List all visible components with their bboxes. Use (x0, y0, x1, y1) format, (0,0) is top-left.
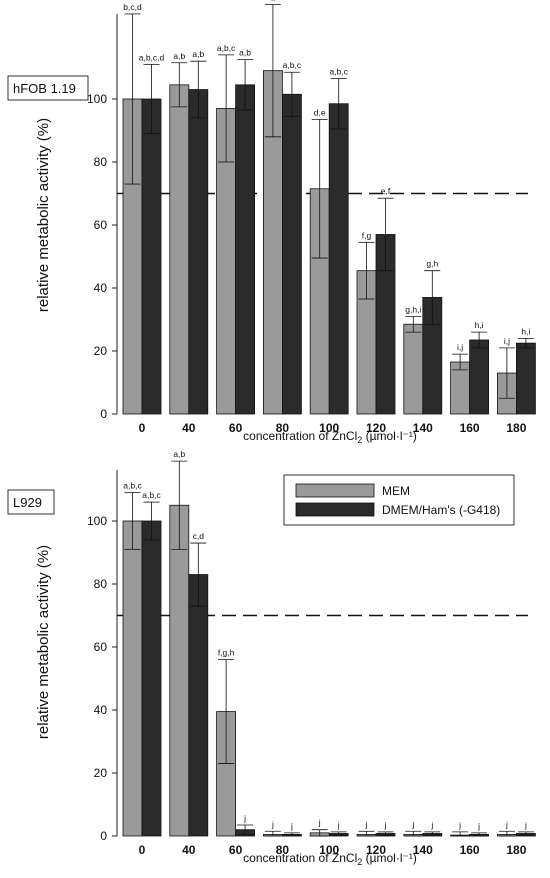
y-tick-label: 0 (100, 407, 107, 421)
bar-dmem-100 (328, 103, 349, 415)
significance-label: e,f (381, 186, 391, 196)
significance-label: j (271, 819, 274, 829)
y-axis-label: relative metabolic activity (%) (35, 545, 52, 739)
panel-label-box (7, 75, 89, 101)
significance-label: j (477, 821, 480, 831)
significance-label: a,b,c (123, 481, 142, 491)
panel-label: L929 (13, 495, 42, 510)
y-tick-label: 100 (87, 92, 107, 106)
y-tick-label: 80 (94, 155, 108, 169)
chart-panel-1: hFOB 1.19 0 20 40 60 80 100 relative metabolic … (7, 0, 536, 445)
x-tick-label: 60 (229, 843, 243, 857)
y-tick-label: 80 (94, 577, 108, 591)
x-axis-label: concentration of ZnCl2 (µmol·l⁻¹) (243, 429, 417, 445)
significance-label: a,b (173, 51, 185, 61)
significance-label: b,c,d (123, 2, 142, 12)
chart-panel-2: L929 0 20 40 60 80 100 relative metabolic activ… (7, 449, 536, 867)
significance-label: a,b (239, 48, 251, 58)
significance-label: h,i (475, 320, 484, 330)
x-tick-label: 100 (319, 843, 339, 857)
y-tick-label: 20 (94, 766, 108, 780)
x-tick-label: 180 (506, 843, 526, 857)
x-tick-label: 40 (182, 843, 196, 857)
x-tick-label: 160 (460, 843, 480, 857)
significance-label: g,h (426, 259, 438, 269)
significance-label: j (458, 820, 461, 830)
x-tick-label: 40 (182, 421, 196, 435)
significance-label: a (271, 0, 276, 3)
bar-dmem-0 (141, 520, 162, 837)
x-tick-label: 80 (276, 843, 290, 857)
significance-label: j (290, 821, 293, 831)
significance-label: d,e (314, 107, 326, 117)
significance-label: a,b,c (217, 43, 236, 53)
panel-label: hFOB 1.19 (13, 81, 76, 96)
x-tick-label: 140 (413, 843, 433, 857)
significance-label: j (318, 818, 321, 828)
y-tick-label: 20 (94, 344, 108, 358)
bar-dmem-160 (469, 339, 490, 415)
x-tick-label: 120 (366, 843, 386, 857)
x-tick-label: 60 (229, 421, 243, 435)
y-tick-label: 40 (94, 281, 108, 295)
y-tick-label: 0 (100, 829, 107, 843)
significance-label: a,b,c,d (139, 52, 165, 62)
significance-label: j (365, 819, 368, 829)
significance-label: c,d (193, 531, 205, 541)
significance-label: j (505, 819, 508, 829)
significance-label: a,b (173, 449, 185, 459)
x-tick-label: 0 (139, 843, 146, 857)
significance-label: i,j (457, 342, 463, 352)
x-tick-label: 160 (460, 421, 480, 435)
panel-label-box (7, 489, 55, 515)
y-tick-label: 40 (94, 703, 108, 717)
bar-dmem-40 (188, 574, 209, 837)
x-tick-label: 0 (139, 421, 146, 435)
bar-mem-40 (169, 504, 190, 837)
significance-label: h,i (521, 326, 530, 336)
y-tick-label: 60 (94, 640, 108, 654)
bar-dmem-80 (281, 93, 302, 415)
significance-label: j (243, 813, 246, 823)
bar-mem-140 (403, 323, 424, 415)
bar-dmem-0 (141, 98, 162, 415)
legend-entry: DMEM/Ham's (-G418) (382, 503, 500, 517)
significance-label: j (430, 820, 433, 830)
legend-swatch (295, 483, 375, 498)
bar-dmem-180 (516, 342, 536, 415)
significance-label: f,g,h (218, 648, 235, 658)
significance-label: a,b (192, 49, 204, 59)
significance-label: g,h,i (405, 304, 421, 314)
bar-mem-0 (122, 520, 143, 837)
x-axis-label: concentration of ZnCl2 (µmol·l⁻¹) (243, 851, 417, 867)
significance-label: j (384, 820, 387, 830)
significance-label: f,g (362, 230, 372, 240)
legend-entry: MEM (382, 484, 410, 498)
significance-label: a,b,c (329, 67, 348, 77)
x-tick-label: 100 (319, 421, 339, 435)
significance-label: j (411, 819, 414, 829)
legend-box (283, 474, 515, 526)
x-tick-label: 80 (276, 421, 290, 435)
y-axis-label: relative metabolic activity (%) (35, 118, 52, 312)
x-tick-label: 180 (506, 421, 526, 435)
y-tick-label: 100 (87, 514, 107, 528)
y-tick-label: 60 (94, 218, 108, 232)
bar-mem-40 (169, 84, 190, 415)
significance-label: a,b,c (142, 490, 161, 500)
x-tick-label: 120 (366, 421, 386, 435)
significance-label: a,b,c (283, 60, 302, 70)
significance-label: i,j (504, 336, 510, 346)
significance-label: j (524, 820, 527, 830)
bar-dmem-40 (188, 89, 209, 415)
significance-label: j (337, 820, 340, 830)
bar-dmem-60 (235, 84, 256, 415)
x-tick-label: 140 (413, 421, 433, 435)
legend-swatch (295, 502, 375, 517)
